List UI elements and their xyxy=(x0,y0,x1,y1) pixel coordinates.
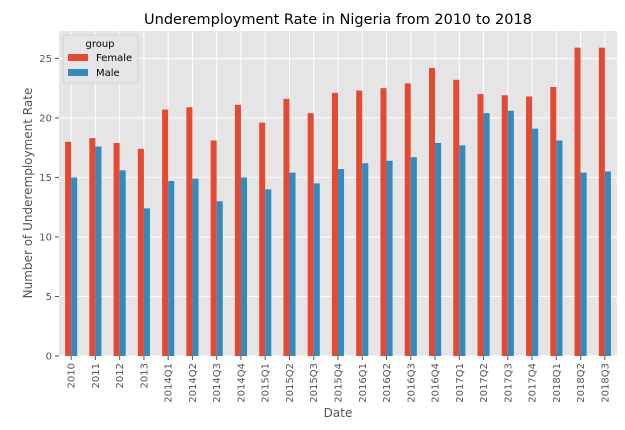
x-tick-label: 2018Q3 xyxy=(600,363,611,403)
bar-male-2017q4 xyxy=(532,128,539,356)
x-tick-label: 2018Q2 xyxy=(576,363,587,403)
bar-female-2017q2 xyxy=(477,94,484,356)
bar-male-2018q3 xyxy=(604,171,611,356)
bar-female-2018q3 xyxy=(598,47,605,357)
x-tick-label: 2014Q3 xyxy=(212,363,223,403)
x-tick-label: 2016Q3 xyxy=(406,363,417,403)
bar-male-2013 xyxy=(143,208,150,356)
bar-female-2015q2 xyxy=(283,98,290,356)
y-tick-label: 15 xyxy=(39,173,52,184)
y-tick-label: 0 xyxy=(46,352,52,363)
bar-male-2014q3 xyxy=(216,201,223,356)
x-axis-label: Date xyxy=(324,406,353,420)
x-tick-label: 2015Q2 xyxy=(285,363,296,403)
bar-male-2016q1 xyxy=(362,163,369,356)
x-tick-label: 2010 xyxy=(67,363,78,388)
bar-female-2017q3 xyxy=(501,95,508,357)
bar-male-2017q2 xyxy=(483,113,490,357)
x-tick-label: 2015Q3 xyxy=(309,363,320,403)
bar-female-2018q1 xyxy=(550,86,557,356)
bar-female-2015q1 xyxy=(259,122,266,357)
bars xyxy=(65,47,611,357)
x-tick-label: 2014Q4 xyxy=(236,363,247,403)
bar-female-2017q4 xyxy=(526,96,533,356)
bar-female-2015q3 xyxy=(307,113,314,357)
bar-male-2016q4 xyxy=(435,142,442,356)
bar-female-2011 xyxy=(89,138,96,356)
bar-female-2014q4 xyxy=(234,104,241,356)
bar-female-2012 xyxy=(113,142,120,356)
x-tick-label: 2014Q2 xyxy=(188,363,199,403)
y-tick-label: 10 xyxy=(39,232,52,243)
x-tick-label: 2015Q4 xyxy=(334,363,345,403)
y-axis-label: Number of Underemployment Rate xyxy=(21,88,35,299)
bar-female-2014q2 xyxy=(186,107,193,356)
legend-title: group xyxy=(85,39,114,50)
bar-female-2014q1 xyxy=(162,109,169,356)
y-axis-ticks: 0 5 10 15 20 25 xyxy=(39,54,59,363)
x-tick-label: 2015Q1 xyxy=(261,363,272,403)
y-tick-label: 25 xyxy=(39,54,52,65)
bar-male-2015q2 xyxy=(289,172,296,356)
bar-female-2015q4 xyxy=(331,92,338,357)
x-tick-label: 2013 xyxy=(139,363,150,388)
bar-female-2016q1 xyxy=(356,90,363,357)
x-tick-label: 2012 xyxy=(115,363,126,388)
legend-label-female: Female xyxy=(96,53,132,64)
bar-female-2013 xyxy=(137,148,144,356)
bar-female-2016q4 xyxy=(428,67,436,357)
bar-female-2016q3 xyxy=(404,83,411,356)
x-tick-label: 2016Q4 xyxy=(431,363,442,403)
bar-male-2010 xyxy=(71,177,78,356)
bar-female-2018q2 xyxy=(574,47,581,357)
bar-male-2012 xyxy=(119,170,126,356)
bar-female-2014q3 xyxy=(210,140,217,356)
x-tick-label: 2017Q3 xyxy=(503,363,514,403)
x-axis-ticks: 2010 2011 2012 2013 2014Q1 2014Q2 2014Q3 2014Q4… xyxy=(67,356,611,403)
legend-swatch-male xyxy=(68,69,88,76)
bar-female-2016q2 xyxy=(380,88,387,357)
bar-male-2016q2 xyxy=(386,160,393,356)
x-tick-label: 2014Q1 xyxy=(164,363,175,403)
bar-male-2014q2 xyxy=(192,178,199,356)
bar-female-2017q1 xyxy=(453,79,460,357)
x-tick-label: 2017Q1 xyxy=(455,363,466,403)
legend-swatch-female xyxy=(68,54,88,61)
x-tick-label: 2017Q4 xyxy=(528,363,539,403)
bar-male-2017q3 xyxy=(507,110,514,356)
bar-male-2014q1 xyxy=(168,181,175,356)
legend-label-male: Male xyxy=(96,68,120,79)
bar-male-2015q3 xyxy=(313,183,320,356)
y-tick-label: 5 xyxy=(46,292,52,303)
bar-female-2010 xyxy=(65,141,72,356)
x-tick-label: 2018Q1 xyxy=(552,363,563,403)
legend: group Female Male xyxy=(62,34,139,84)
bar-male-2011 xyxy=(95,146,102,356)
x-tick-label: 2017Q2 xyxy=(479,363,490,403)
chart-title: Underemployment Rate in Nigeria from 201… xyxy=(144,12,532,28)
bar-male-2018q1 xyxy=(556,140,563,356)
bar-male-2017q1 xyxy=(459,145,466,356)
y-tick-label: 20 xyxy=(39,113,52,124)
bar-male-2015q1 xyxy=(265,189,272,356)
bar-male-2015q4 xyxy=(338,169,345,356)
x-tick-label: 2016Q2 xyxy=(382,363,393,403)
x-tick-label: 2011 xyxy=(91,363,102,388)
bar-male-2016q3 xyxy=(410,157,417,356)
bar-male-2018q2 xyxy=(580,172,587,356)
x-tick-label: 2016Q1 xyxy=(358,363,369,403)
bar-male-2014q4 xyxy=(240,177,248,356)
